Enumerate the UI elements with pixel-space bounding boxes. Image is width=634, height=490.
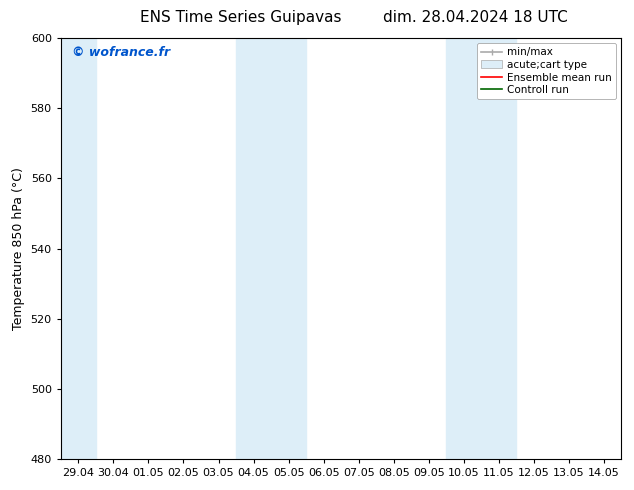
Text: ENS Time Series Guipavas: ENS Time Series Guipavas — [140, 10, 342, 25]
Bar — [61, 38, 96, 459]
Text: dim. 28.04.2024 18 UTC: dim. 28.04.2024 18 UTC — [383, 10, 568, 25]
Y-axis label: Temperature 850 hPa (°C): Temperature 850 hPa (°C) — [12, 167, 25, 330]
Legend: min/max, acute;cart type, Ensemble mean run, Controll run: min/max, acute;cart type, Ensemble mean … — [477, 43, 616, 99]
Bar — [236, 38, 306, 459]
Text: © wofrance.fr: © wofrance.fr — [72, 47, 170, 59]
Bar — [446, 38, 516, 459]
